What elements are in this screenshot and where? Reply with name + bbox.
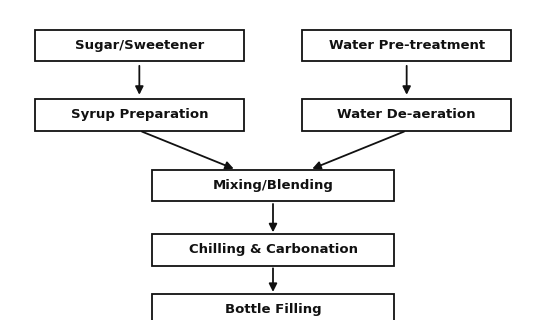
FancyBboxPatch shape [302, 30, 512, 61]
FancyBboxPatch shape [34, 30, 244, 61]
Text: Bottle Filling: Bottle Filling [225, 303, 321, 316]
Text: Mixing/Blending: Mixing/Blending [212, 179, 334, 192]
Text: Water De-aeration: Water De-aeration [337, 108, 476, 121]
Text: Sugar/Sweetener: Sugar/Sweetener [75, 39, 204, 52]
Text: Water Pre-treatment: Water Pre-treatment [329, 39, 485, 52]
FancyBboxPatch shape [152, 170, 394, 201]
FancyBboxPatch shape [152, 294, 394, 325]
FancyBboxPatch shape [34, 99, 244, 130]
Text: Syrup Preparation: Syrup Preparation [70, 108, 208, 121]
Text: Chilling & Carbonation: Chilling & Carbonation [188, 243, 358, 256]
FancyBboxPatch shape [302, 99, 512, 130]
FancyBboxPatch shape [152, 234, 394, 266]
